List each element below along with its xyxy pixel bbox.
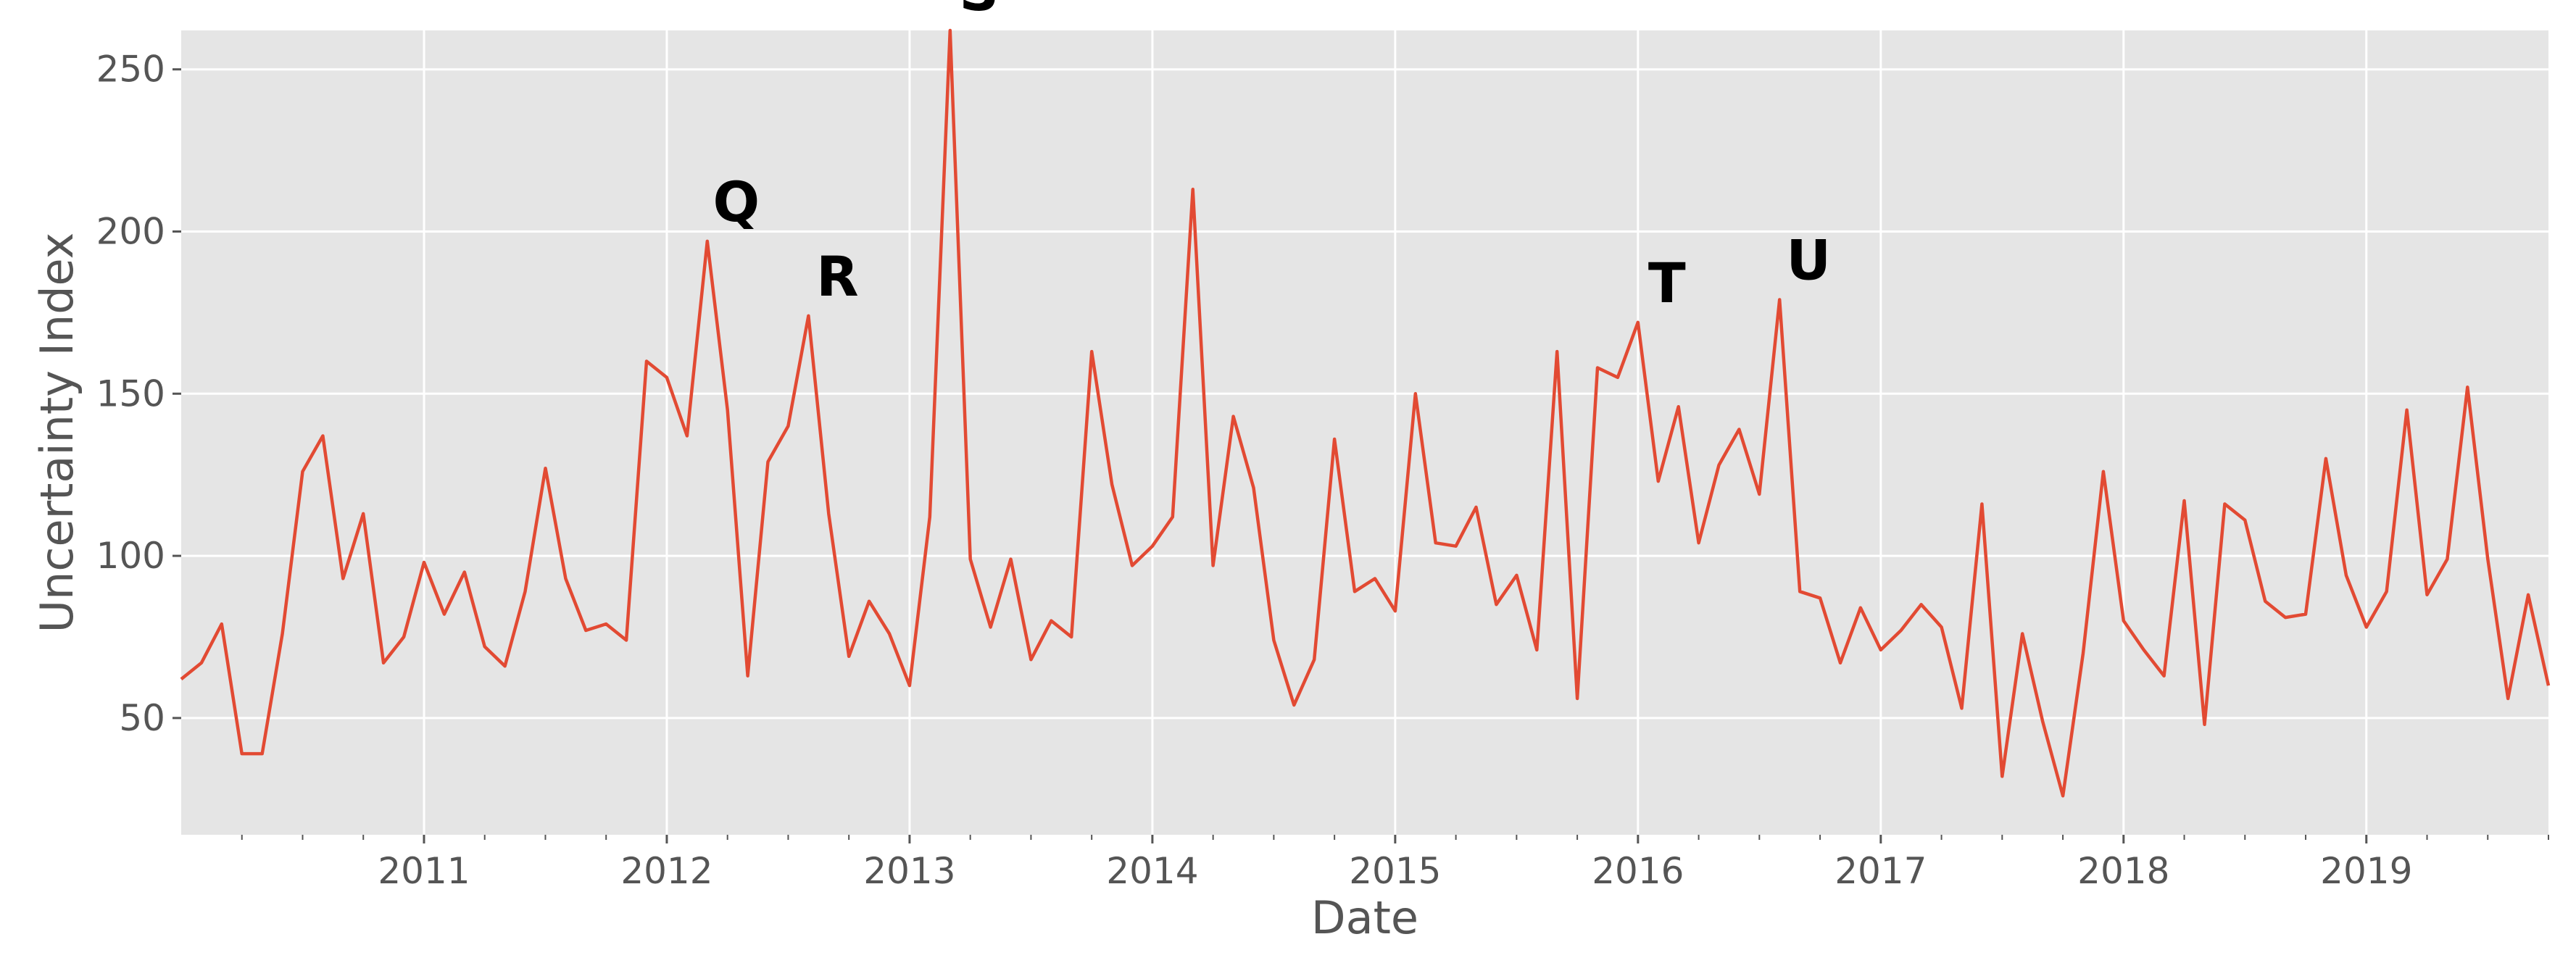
- annotation-t: T: [1648, 251, 1686, 315]
- x-tick-label: 2013: [863, 850, 955, 892]
- annotations: QR S T U: [712, 0, 1831, 315]
- annotation-s: S: [959, 0, 999, 23]
- x-tick-label: 2019: [2320, 850, 2412, 892]
- y-axis: 50 100 150 200 250: [96, 49, 181, 739]
- x-axis-label: Date: [1311, 891, 1418, 944]
- plot-background: [181, 30, 2548, 835]
- x-tick-label: 2018: [2077, 850, 2169, 892]
- annotation-u: U: [1786, 228, 1831, 292]
- x-tick-label: 2014: [1106, 850, 1198, 892]
- y-axis-label: Uncertainty Index: [30, 233, 83, 633]
- y-tick-label: 100: [96, 535, 165, 577]
- x-axis: 2011 2012 2013 2014 2015 2016 2017 2018 2019: [241, 835, 2549, 892]
- y-tick-label: 150: [96, 372, 165, 414]
- y-tick-label: 250: [96, 49, 165, 91]
- x-tick-label: 2016: [1592, 850, 1684, 892]
- y-tick-label: 50: [119, 697, 165, 739]
- grid: [181, 30, 2548, 835]
- y-tick-label: 200: [96, 211, 165, 253]
- annotation-q: Q: [712, 170, 760, 234]
- series-line: [180, 28, 2551, 798]
- x-tick-label: 2015: [1349, 850, 1441, 892]
- x-tick-label: 2011: [378, 850, 470, 892]
- x-tick-label: 2017: [1835, 850, 1927, 892]
- annotation-r: R: [816, 244, 859, 309]
- x-tick-label: 2012: [620, 850, 712, 892]
